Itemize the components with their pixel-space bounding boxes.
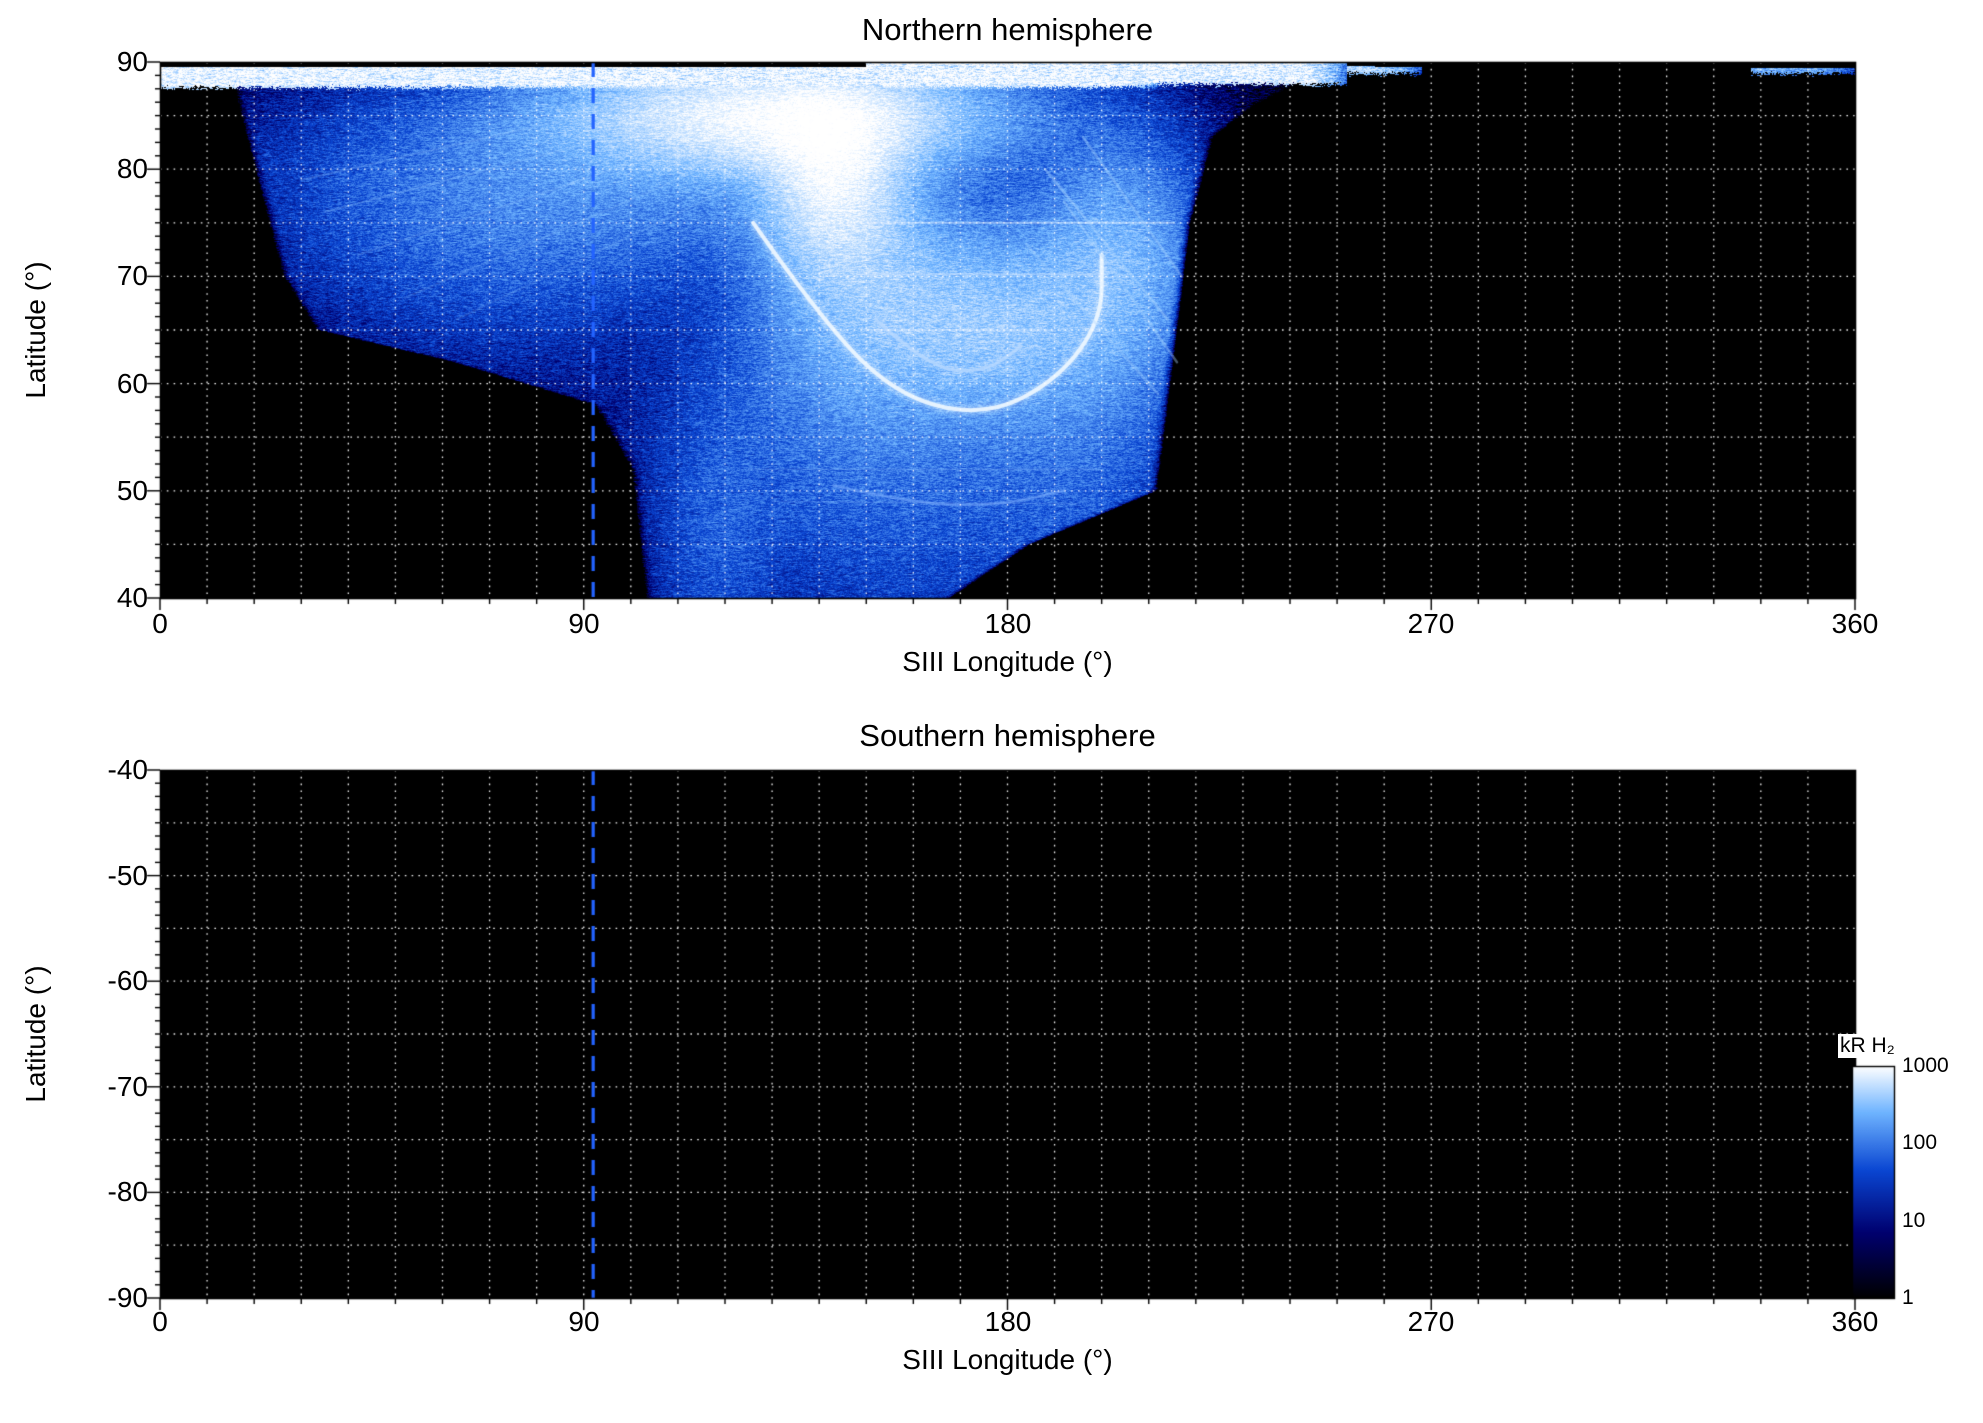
x-tick-label: 270	[1407, 608, 1455, 639]
south-y-axis-title: Latitude (°)	[20, 965, 51, 1103]
north-x-axis-title: SIII Longitude (°)	[902, 646, 1113, 677]
x-tick-label: 180	[984, 608, 1032, 639]
south-panel-title: Southern hemisphere	[859, 718, 1156, 753]
y-tick-label: 90	[116, 46, 148, 77]
x-tick-label: 90	[568, 1306, 600, 1337]
colorbar-title: kR H₂	[1838, 1034, 1897, 1058]
colorbar-tick-label: 1	[1902, 1286, 1914, 1309]
y-tick-label: 40	[116, 582, 148, 613]
x-tick-label: 180	[984, 1306, 1032, 1337]
y-tick-label: 80	[116, 153, 148, 184]
y-tick-label: 70	[116, 260, 148, 291]
y-tick-label: -60	[107, 965, 148, 996]
x-tick-label: 360	[1831, 608, 1879, 639]
colorbar-tick-label: 100	[1902, 1131, 1938, 1154]
y-tick-label: -90	[107, 1282, 148, 1313]
south-x-axis-title: SIII Longitude (°)	[902, 1344, 1113, 1375]
x-tick-label: 90	[568, 608, 600, 639]
colorbar-tick-label: 10	[1902, 1209, 1926, 1232]
y-tick-label: -50	[107, 860, 148, 891]
x-tick-label: 360	[1831, 1306, 1879, 1337]
x-tick-label: 270	[1407, 1306, 1455, 1337]
north-y-axis-title: Latitude (°)	[20, 261, 51, 399]
north-panel-title: Northern hemisphere	[861, 12, 1154, 47]
y-tick-label: 60	[116, 368, 148, 399]
x-tick-label: 0	[152, 608, 168, 639]
y-tick-label: -80	[107, 1176, 148, 1207]
y-tick-label: -40	[107, 754, 148, 785]
y-tick-label: -70	[107, 1071, 148, 1102]
colorbar-tick-label: 1000	[1902, 1054, 1949, 1077]
y-tick-label: 50	[116, 475, 148, 506]
x-tick-label: 0	[152, 1306, 168, 1337]
